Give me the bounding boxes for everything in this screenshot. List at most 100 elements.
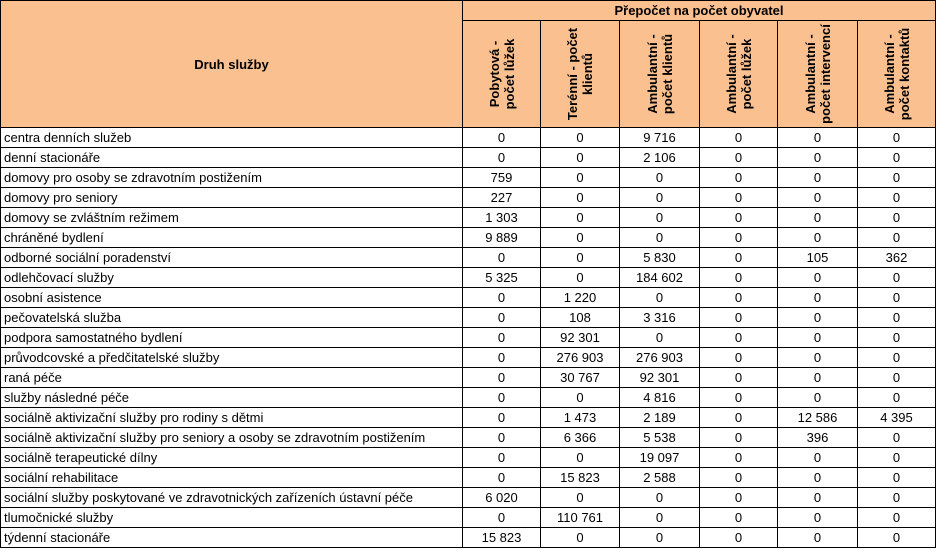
- value-cell: 0: [540, 167, 620, 188]
- value-cell: 0: [699, 487, 778, 508]
- value-cell: 92 301: [540, 327, 620, 348]
- value-cell: 362: [857, 247, 936, 268]
- value-cell: 0: [699, 367, 778, 388]
- service-name-cell: tlumočnické služby: [0, 507, 463, 528]
- value-cell: 0: [540, 207, 620, 228]
- table-row: centra denních služeb 0 0 9 716 0 0 0: [0, 127, 936, 148]
- value-cell: 0: [462, 287, 541, 308]
- value-cell: 0: [777, 447, 858, 468]
- column-header: Ambulantní - počet kontaktů: [857, 20, 936, 128]
- value-cell: 0: [462, 147, 541, 168]
- value-cell: 759: [462, 167, 541, 188]
- column-header: Pobytová - počet lůžek: [462, 20, 541, 128]
- value-cell: 227: [462, 187, 541, 208]
- value-cell: 0: [777, 127, 858, 148]
- value-cell: 0: [699, 507, 778, 528]
- value-cell: 0: [699, 427, 778, 448]
- row-label-header: Druh služby: [0, 0, 463, 128]
- value-cell: 0: [699, 347, 778, 368]
- value-cell: 0: [540, 227, 620, 248]
- value-cell: 0: [462, 247, 541, 268]
- value-cell: 4 816: [619, 387, 700, 408]
- value-cell: 0: [540, 527, 620, 548]
- service-name-cell: osobní asistence: [0, 287, 463, 308]
- value-cell: 0: [540, 487, 620, 508]
- value-cell: 0: [777, 487, 858, 508]
- service-name-cell: domovy pro seniory: [0, 187, 463, 208]
- value-cell: 0: [777, 347, 858, 368]
- table-row: chráněné bydlení 9 889 0 0 0 0 0: [0, 227, 936, 248]
- value-cell: 2 189: [619, 407, 700, 428]
- service-name-cell: pečovatelská služba: [0, 307, 463, 328]
- value-cell: 0: [619, 287, 700, 308]
- value-cell: 0: [777, 267, 858, 288]
- value-cell: 0: [857, 427, 936, 448]
- service-name-cell: chráněné bydlení: [0, 227, 463, 248]
- value-cell: 5 538: [619, 427, 700, 448]
- value-cell: 5 830: [619, 247, 700, 268]
- table-row: odborné sociální poradenství 0 0 5 830 0 105 3…: [0, 247, 936, 268]
- value-cell: 5 325: [462, 267, 541, 288]
- value-cell: 0: [777, 387, 858, 408]
- value-cell: 0: [540, 447, 620, 468]
- value-cell: 0: [462, 307, 541, 328]
- value-cell: 0: [462, 367, 541, 388]
- column-header: Terénní - počet klientů: [540, 20, 620, 128]
- value-cell: 0: [699, 227, 778, 248]
- table-row: raná péče 0 30 767 92 301 0 0 0: [0, 367, 936, 388]
- service-name-cell: raná péče: [0, 367, 463, 388]
- value-cell: 0: [699, 407, 778, 428]
- table-row: sociálně terapeutické dílny 0 0 19 097 0 0 0: [0, 447, 936, 468]
- value-cell: 0: [857, 527, 936, 548]
- value-cell: 0: [540, 267, 620, 288]
- table-row: domovy pro seniory 227 0 0 0 0 0: [0, 187, 936, 208]
- service-name-cell: sociální rehabilitace: [0, 467, 463, 488]
- value-cell: 0: [857, 127, 936, 148]
- column-header: Ambulantní - počet klientů: [619, 20, 700, 128]
- value-cell: 0: [857, 487, 936, 508]
- table-body: centra denních služeb 0 0 9 716 0 0 0 denní sta…: [0, 127, 936, 548]
- value-cell: 2 588: [619, 467, 700, 488]
- value-cell: 0: [857, 507, 936, 528]
- value-cell: 0: [857, 327, 936, 348]
- service-name-cell: průvodcovské a předčitatelské služby: [0, 347, 463, 368]
- value-cell: 105: [777, 247, 858, 268]
- value-cell: 0: [699, 167, 778, 188]
- value-cell: 0: [777, 327, 858, 348]
- value-cell: 9 889: [462, 227, 541, 248]
- service-name-cell: sociálně aktivizační služby pro seniory …: [0, 427, 463, 448]
- column-header-label: Ambulantní - počet lůžek: [723, 34, 754, 114]
- value-cell: 0: [777, 467, 858, 488]
- value-cell: 15 823: [462, 527, 541, 548]
- value-cell: 4 395: [857, 407, 936, 428]
- table-row: služby následné péče 0 0 4 816 0 0 0: [0, 387, 936, 408]
- table-row: denní stacionáře 0 0 2 106 0 0 0: [0, 147, 936, 168]
- table-row: sociálně aktivizační služby pro rodiny s…: [0, 407, 936, 428]
- value-cell: 6 020: [462, 487, 541, 508]
- value-cell: 12 586: [777, 407, 858, 428]
- value-cell: 15 823: [540, 467, 620, 488]
- value-cell: 0: [699, 307, 778, 328]
- value-cell: 0: [462, 507, 541, 528]
- value-cell: 2 106: [619, 147, 700, 168]
- value-cell: 0: [540, 247, 620, 268]
- value-cell: 0: [777, 527, 858, 548]
- value-cell: 0: [857, 187, 936, 208]
- column-header: Ambulantní - počet intervencí: [777, 20, 858, 128]
- header-row-top: Druh služby Přepočet na počet obyvatel: [0, 0, 936, 128]
- value-cell: 0: [777, 207, 858, 228]
- value-cell: 396: [777, 427, 858, 448]
- value-cell: 0: [699, 207, 778, 228]
- value-cell: 0: [462, 387, 541, 408]
- value-cell: 0: [777, 367, 858, 388]
- column-header-label: Terénní - počet klientů: [565, 27, 595, 121]
- table-row: sociální služby poskytované ve zdravotni…: [0, 487, 936, 508]
- table-row: domovy se zvláštním režimem 1 303 0 0 0 0 0: [0, 207, 936, 228]
- table-row: sociálně aktivizační služby pro seniory …: [0, 427, 936, 448]
- service-name-cell: centra denních služeb: [0, 127, 463, 148]
- value-cell: 0: [857, 207, 936, 228]
- value-cell: 0: [699, 287, 778, 308]
- service-name-cell: sociálně aktivizační služby pro rodiny s…: [0, 407, 463, 428]
- value-cell: 1 473: [540, 407, 620, 428]
